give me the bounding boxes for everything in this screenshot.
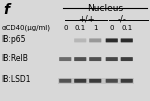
FancyBboxPatch shape [89,79,101,83]
Text: 0: 0 [110,25,114,31]
FancyBboxPatch shape [74,79,86,83]
Text: αCD40(μg/ml): αCD40(μg/ml) [2,25,51,31]
Text: -/-: -/- [118,15,127,24]
FancyBboxPatch shape [74,57,86,61]
Text: IB:p65: IB:p65 [2,35,26,44]
FancyBboxPatch shape [121,79,133,83]
FancyBboxPatch shape [106,79,118,83]
Text: +/+: +/+ [78,15,94,24]
FancyBboxPatch shape [89,38,101,42]
Text: 0.1: 0.1 [121,25,132,31]
FancyBboxPatch shape [106,57,118,61]
FancyBboxPatch shape [89,57,101,61]
FancyBboxPatch shape [59,57,71,61]
Text: Nucleus: Nucleus [87,4,123,13]
FancyBboxPatch shape [58,78,134,84]
Text: f: f [3,3,9,17]
FancyBboxPatch shape [74,38,86,42]
Text: IB:RelB: IB:RelB [2,54,28,63]
FancyBboxPatch shape [121,38,133,42]
Text: 1: 1 [93,25,98,31]
Text: IB:LSD1: IB:LSD1 [2,75,31,84]
FancyBboxPatch shape [121,57,133,61]
FancyBboxPatch shape [59,79,71,83]
Text: 0.1: 0.1 [75,25,86,31]
Text: 0: 0 [63,25,68,31]
FancyBboxPatch shape [106,38,118,42]
